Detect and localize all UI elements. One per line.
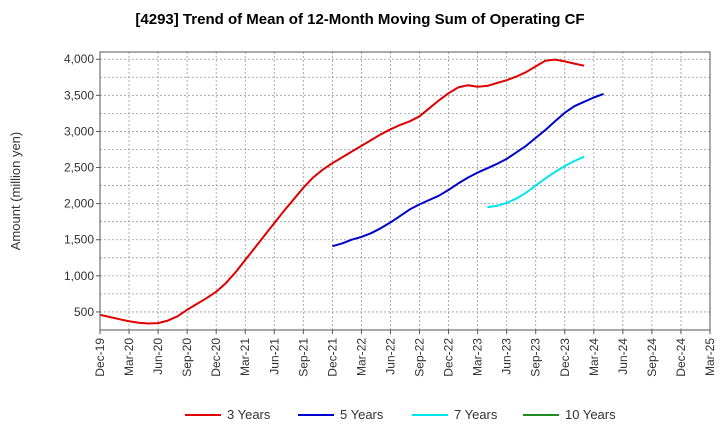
legend-label: 7 Years <box>454 407 498 422</box>
x-tick-label: Sep-22 <box>413 338 427 377</box>
y-tick-label: 4,000 <box>64 52 94 66</box>
plot-area-frame <box>99 51 711 331</box>
y-tick-label: 1,500 <box>64 233 94 247</box>
x-tick-label: Jun-22 <box>383 338 397 375</box>
x-tick-label: Jun-24 <box>616 338 630 375</box>
grid-lines <box>99 52 711 331</box>
x-tick-label: Jun-21 <box>267 338 281 375</box>
y-tick-label: 3,500 <box>64 88 94 102</box>
x-tick-label: Sep-23 <box>529 338 543 377</box>
x-tick-label: Mar-20 <box>122 338 136 376</box>
y-tick-label: 3,000 <box>64 124 94 138</box>
series-line-7-years <box>487 155 585 209</box>
legend: 3 Years 5 Years 7 Years 10 Years <box>185 407 616 422</box>
y-tick-label: 1,000 <box>64 269 94 283</box>
x-tick-label: Mar-23 <box>471 338 485 376</box>
x-tick-label: Jun-23 <box>500 338 514 375</box>
legend-label: 3 Years <box>227 407 271 422</box>
series-line-3-years <box>99 58 585 325</box>
series-line-5-years <box>332 92 604 248</box>
x-tick-label: Jun-20 <box>151 338 165 375</box>
y-tick-label: 2,500 <box>64 161 94 175</box>
y-tick-label: 2,000 <box>64 197 94 211</box>
x-tick-label: Sep-21 <box>296 338 310 377</box>
x-tick-label: Mar-21 <box>238 338 252 376</box>
y-axis-ticks: 500 1,000 1,500 2,000 2,500 3,000 3,500 4,000 <box>64 52 100 319</box>
legend-label: 10 Years <box>565 407 616 422</box>
x-tick-label: Mar-22 <box>354 338 368 376</box>
x-tick-label: Sep-20 <box>180 338 194 377</box>
x-tick-label: Dec-23 <box>558 338 572 377</box>
legend-label: 5 Years <box>340 407 384 422</box>
x-axis-ticks: Dec-19 Mar-20 Jun-20 Sep-20 Dec-20 Mar-21 Jun-… <box>93 330 717 377</box>
y-axis-label: Amount (million yen) <box>8 132 23 251</box>
chart-title: [4293] Trend of Mean of 12-Month Moving … <box>135 11 584 28</box>
x-tick-label: Dec-21 <box>325 338 339 377</box>
x-tick-label: Mar-25 <box>703 338 717 376</box>
x-tick-label: Mar-24 <box>587 338 601 376</box>
series-lines <box>99 58 604 325</box>
x-tick-label: Dec-20 <box>209 338 223 377</box>
y-tick-label: 500 <box>74 305 94 319</box>
x-tick-label: Sep-24 <box>645 338 659 377</box>
x-tick-label: Dec-19 <box>93 338 107 377</box>
x-tick-label: Dec-22 <box>442 338 456 377</box>
x-tick-label: Dec-24 <box>674 338 688 377</box>
